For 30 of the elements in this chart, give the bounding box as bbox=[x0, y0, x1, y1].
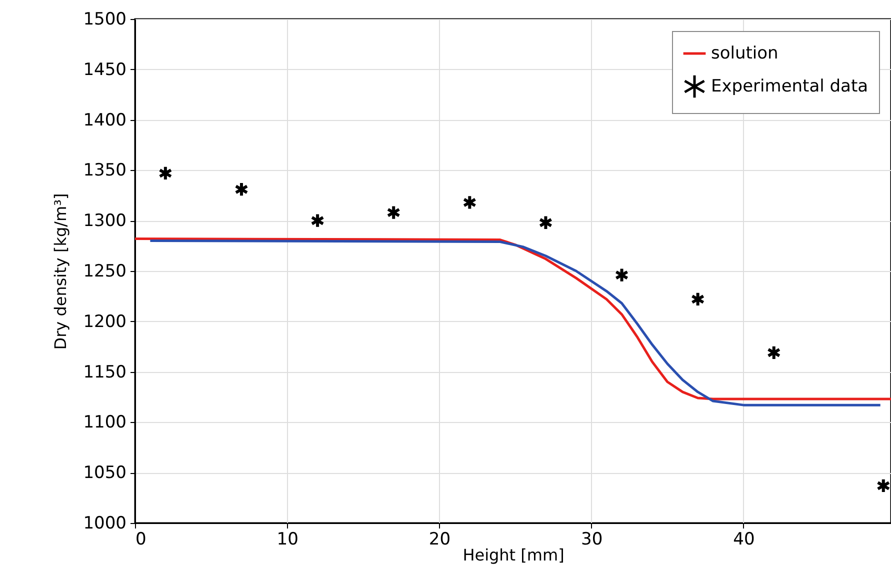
point bbox=[690, 291, 705, 308]
legend-label: solution bbox=[711, 44, 778, 64]
x-tick-label: 0 bbox=[136, 530, 146, 550]
y-tick-label: 1350 bbox=[83, 160, 126, 181]
point bbox=[538, 214, 553, 230]
y-tick-label: 1500 bbox=[83, 10, 126, 30]
point bbox=[310, 212, 325, 228]
x-tick-label: 10 bbox=[276, 530, 298, 550]
point bbox=[386, 204, 401, 220]
x-tick-label: 40 bbox=[733, 530, 755, 550]
y-axis-title: Dry density [kg/m³] bbox=[51, 193, 70, 350]
point bbox=[462, 194, 477, 210]
x-tick-label: 20 bbox=[428, 530, 451, 550]
point bbox=[876, 478, 890, 494]
y-tick-label: 1150 bbox=[83, 362, 126, 382]
y-tick-label: 1100 bbox=[83, 412, 126, 433]
y-tick-label: 1450 bbox=[83, 60, 126, 80]
x-axis-title: Height [mm] bbox=[462, 546, 564, 564]
y-tick-label: 1400 bbox=[83, 110, 126, 130]
y-tick-label: 1200 bbox=[83, 312, 126, 332]
point bbox=[158, 165, 172, 182]
legend-label: Experimental data bbox=[711, 76, 868, 96]
y-tick-label: 1250 bbox=[83, 262, 126, 282]
point bbox=[614, 267, 629, 283]
y-tick-label: 1050 bbox=[83, 463, 126, 484]
y-tick-label: 1000 bbox=[83, 514, 126, 534]
point bbox=[766, 344, 781, 360]
y-tick-label: 1300 bbox=[83, 211, 126, 232]
x-tick-label: 30 bbox=[581, 530, 603, 550]
point bbox=[234, 182, 248, 198]
